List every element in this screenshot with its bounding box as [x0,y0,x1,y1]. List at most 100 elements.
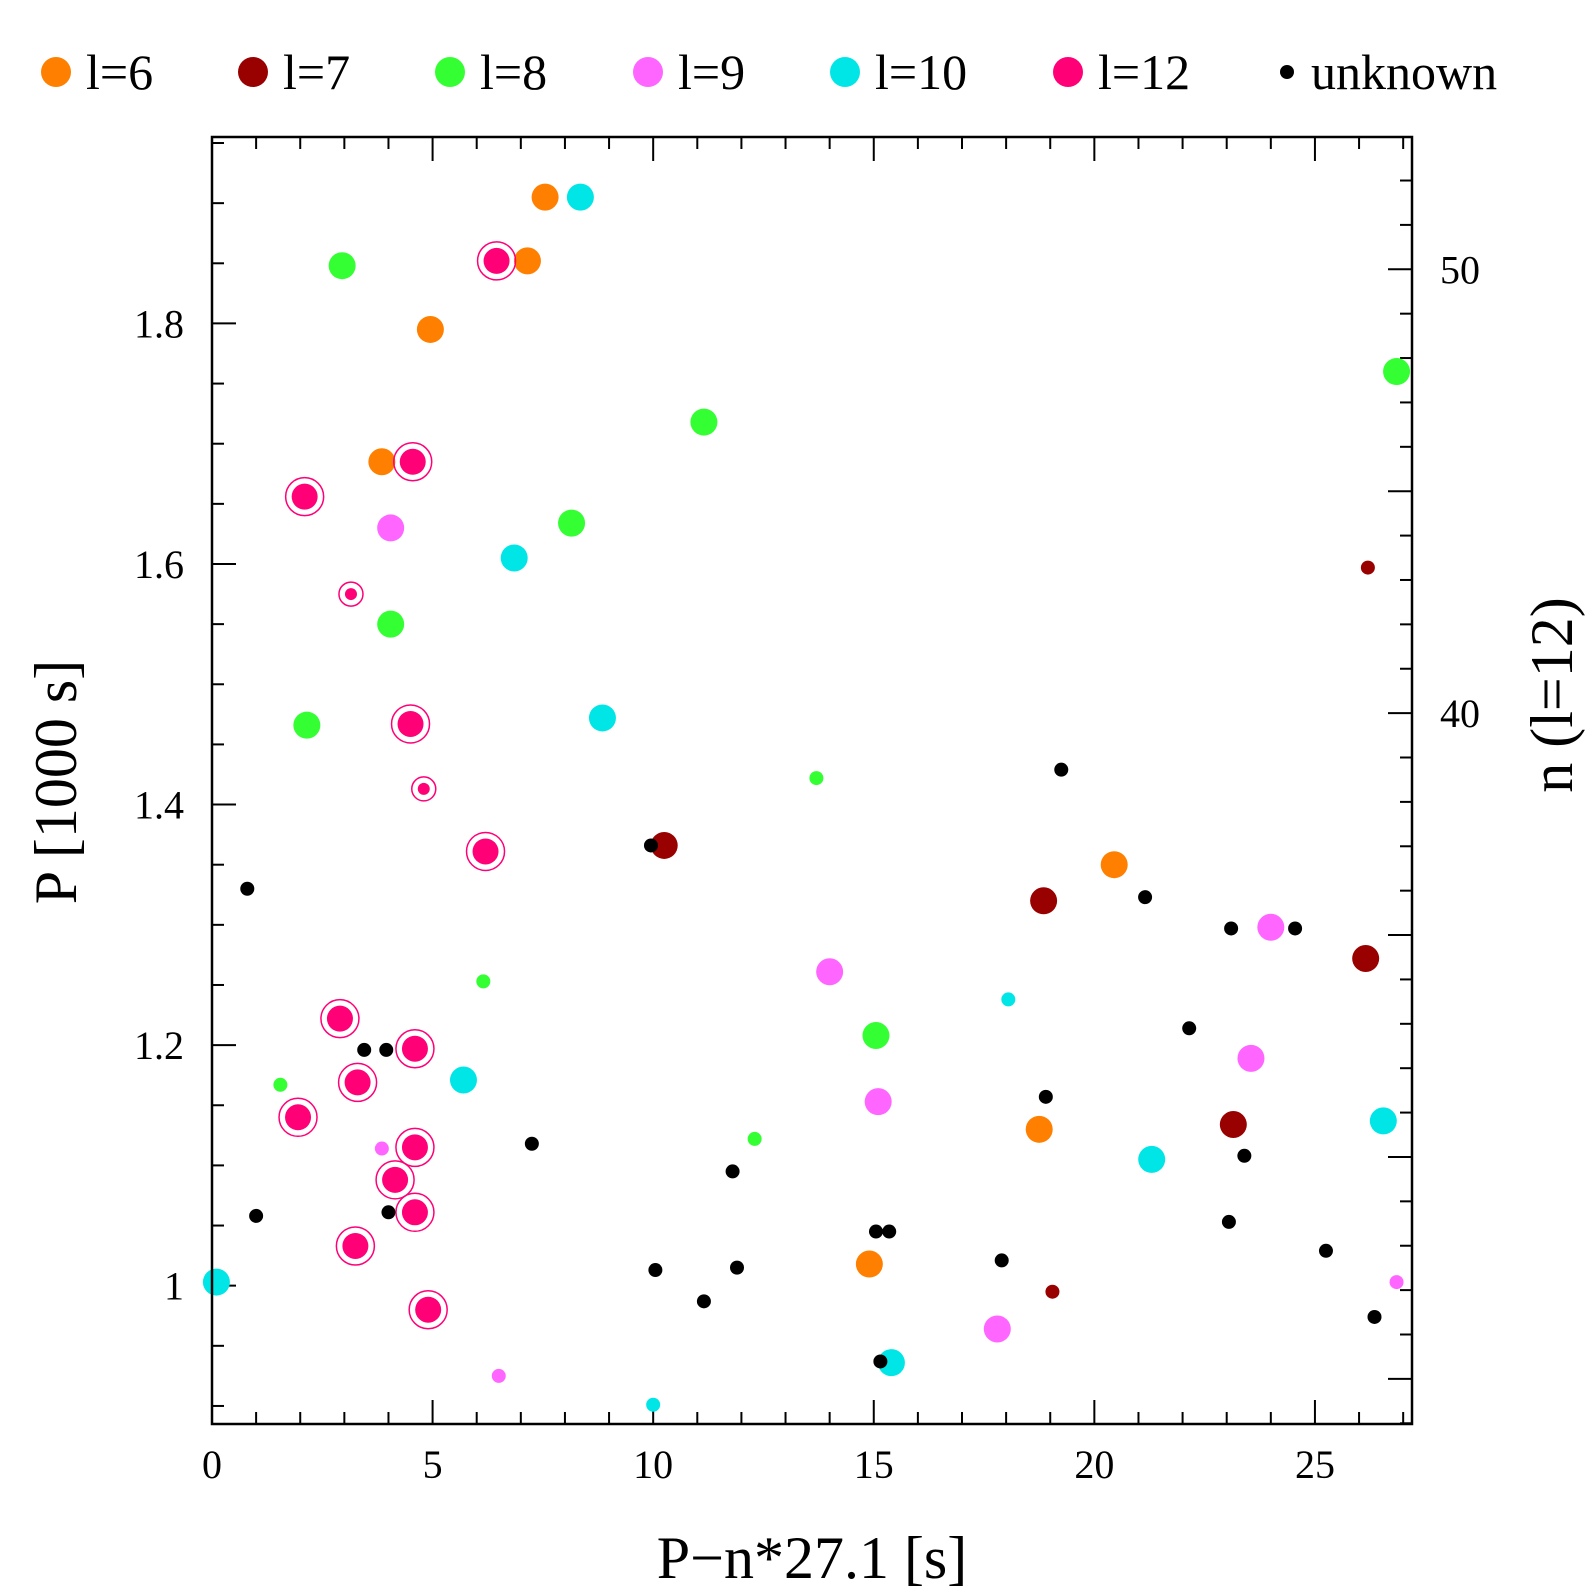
x-tick-label: 10 [633,1442,673,1487]
point-unknown [1138,890,1153,905]
point-l10 [1001,992,1016,1007]
point-dot [415,1296,442,1323]
point-l8 [747,1131,762,1146]
y-tick-label: 1.4 [134,783,184,828]
point-l10 [566,183,594,211]
point-dot [291,483,318,510]
legend-item-l9: l=9 [633,44,745,100]
point-l12 [476,241,517,281]
point-dot [342,1232,369,1259]
legend-marker-l10 [830,57,860,87]
legend-item-l8: l=8 [435,44,547,100]
y-axis-label: P [1000 s] [23,660,89,904]
point-unknown [1054,762,1069,777]
point-l12 [395,1127,435,1168]
point-dot [344,588,357,601]
point-dot [382,1166,409,1193]
legend-label-l6: l=6 [86,44,153,100]
point-l10 [588,704,616,732]
legend-marker-l12 [1053,57,1083,87]
point-l12 [395,1028,435,1069]
point-ring [392,442,433,482]
point-dot [399,448,426,475]
point-l12 [284,476,325,517]
point-l9 [1257,913,1285,941]
point-l8 [809,771,824,786]
point-unknown [643,838,658,853]
point-l12 [338,581,364,607]
point-dot [344,1069,371,1096]
data-points [202,183,1411,1412]
point-unknown [240,881,255,896]
x-tick-label: 15 [854,1442,894,1487]
point-ring [390,704,431,744]
point-dot [472,838,499,865]
point-unknown [1288,921,1303,936]
point-unknown [524,1136,539,1151]
point-ring [395,1028,435,1069]
x-tick-label: 0 [202,1442,222,1487]
point-unknown [648,1263,663,1278]
point-l12 [278,1097,318,1138]
point-l12 [337,1062,378,1103]
point-l12 [408,1289,448,1330]
x-axis-label: P−n*27.1 [s] [657,1525,968,1591]
point-ring [395,1127,435,1168]
legend: l=6 l=7 l=8 l=9 l=10 l=12 unknown [41,44,1497,100]
series-l8 [273,252,1411,1146]
point-l9 [816,958,844,986]
point-l6 [1100,851,1128,879]
point-dot [483,247,510,274]
point-l7 [1360,560,1375,575]
point-l7 [1045,1284,1060,1299]
point-dot [417,782,430,795]
point-ring [278,1097,318,1138]
point-l9 [983,1315,1011,1343]
point-l7 [1219,1111,1247,1139]
point-l7 [650,831,678,859]
point-ring [476,241,517,281]
point-unknown [381,1205,396,1220]
point-dot [397,710,424,737]
point-ring [337,1062,378,1103]
point-unknown [1038,1089,1053,1104]
point-ring [320,998,360,1039]
point-l6 [416,315,444,343]
point-dot [401,1134,428,1161]
point-unknown [1367,1309,1382,1324]
point-dot [401,1199,428,1226]
point-l12 [375,1160,415,1200]
series-l10 [202,183,1397,1412]
point-unknown [1221,1214,1236,1229]
point-l7 [1030,887,1058,915]
legend-label-l9: l=9 [678,44,745,100]
point-ring [335,1226,376,1266]
point-l6 [855,1250,883,1278]
legend-label-l12: l=12 [1098,44,1190,100]
legend-item-unknown: unknown [1280,44,1497,100]
axis-ticks [211,137,1412,1425]
point-ring [375,1160,415,1200]
point-l6 [368,448,396,476]
point-ring [465,831,506,872]
series-unknown [240,762,1382,1369]
point-l6 [1025,1115,1053,1143]
point-l10 [202,1268,230,1296]
point-l12 [395,1192,435,1233]
point-l8 [862,1021,890,1049]
point-l10 [646,1397,661,1412]
legend-marker-unknown [1280,65,1294,79]
point-unknown [1224,921,1239,936]
point-unknown [1182,1021,1197,1036]
plot-frame [210,135,1414,1426]
x-tick-label: 25 [1295,1442,1335,1487]
point-l8 [328,252,356,280]
point-l9 [1389,1275,1404,1290]
x-tick-label: 5 [423,1442,443,1487]
point-l9 [864,1088,892,1116]
point-l7 [1352,945,1380,973]
point-dot [285,1104,312,1131]
y-tick-label: 1.2 [134,1023,184,1068]
